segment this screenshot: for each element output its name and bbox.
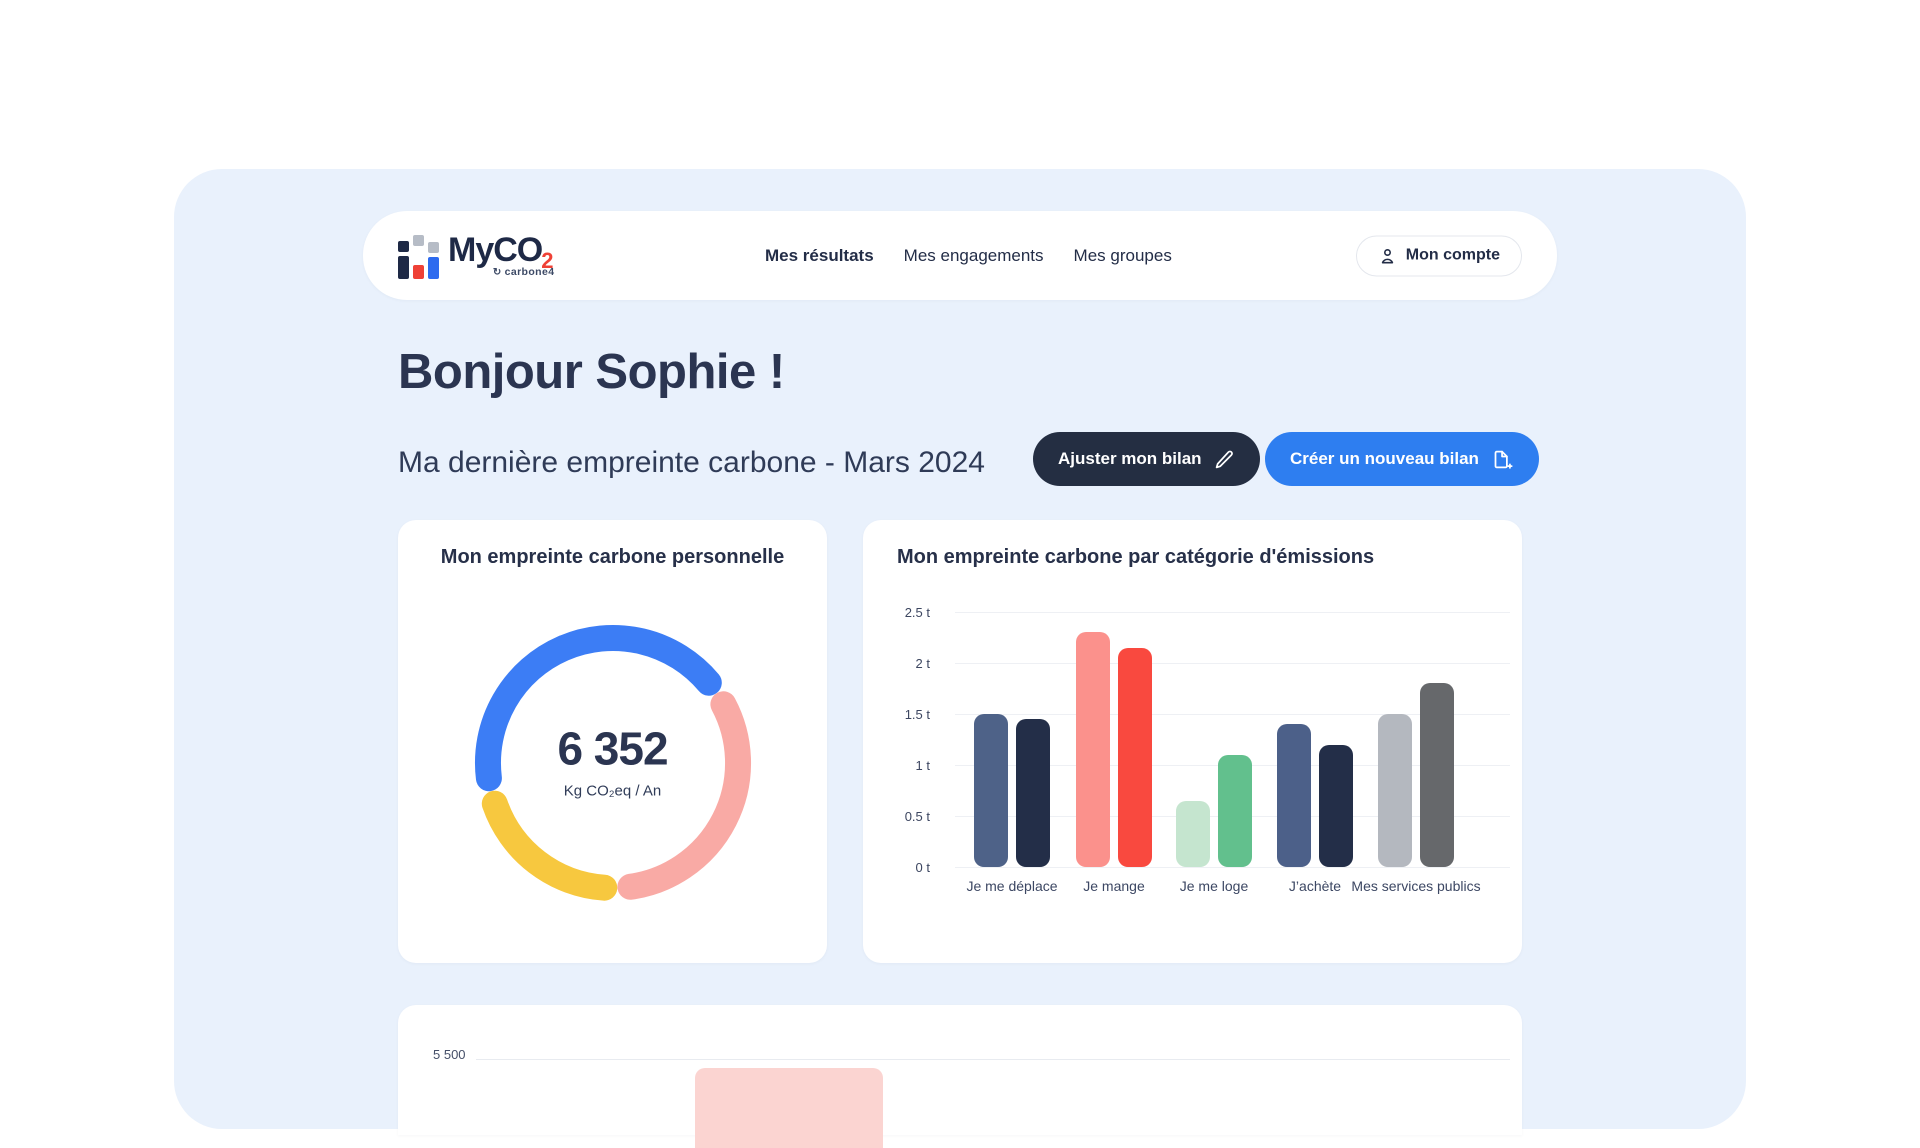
donut-segment-pink[interactable] xyxy=(616,691,751,900)
myco2-logo-icon xyxy=(398,233,440,279)
chart-bar[interactable] xyxy=(1118,648,1152,867)
gridline xyxy=(955,611,1510,613)
donut-chart-svg xyxy=(474,624,751,901)
x-category-label: Je mange xyxy=(1083,878,1145,894)
donut-segment-yellow[interactable] xyxy=(481,790,617,901)
logo-word: MyCO xyxy=(448,231,543,270)
bar-chart-y-axis: 0 t 0.5 t 1 t 1.5 t 2 t 2.5 t xyxy=(863,605,941,875)
category-emissions-card: Mon empreinte carbone par catégorie d'ém… xyxy=(863,520,1522,963)
footprint-value: 6 352 xyxy=(557,722,668,775)
footprint-unit: Kg CO₂eq / An xyxy=(563,782,662,800)
carbone4-tagline: ↻ carbone4 xyxy=(492,266,555,279)
x-category-label: Je me déplace xyxy=(966,878,1058,894)
personal-footprint-title: Mon empreinte carbone personnelle xyxy=(440,546,785,568)
bar-chart-plot: Je me déplace Je mange Je me loge J’achète M… xyxy=(955,611,1510,894)
y-tick-label: 0 t xyxy=(915,860,930,875)
page-subtitle: Ma dernière empreinte carbone - Mars 202… xyxy=(398,446,985,479)
create-report-button[interactable]: Créer un nouveau bilan xyxy=(1265,432,1539,486)
file-plus-icon xyxy=(1491,449,1514,470)
y-tick-label: 2.5 t xyxy=(904,605,930,620)
nav-item-mes-engagements[interactable]: Mes engagements xyxy=(903,245,1044,265)
y-tick-label: 5 500 xyxy=(433,1047,466,1062)
carbone4-icon: ↻ xyxy=(492,266,502,278)
y-tick-label: 1 t xyxy=(915,758,930,773)
page-title: Bonjour Sophie ! xyxy=(398,345,785,399)
adjust-report-label: Ajuster mon bilan xyxy=(1058,449,1202,468)
chart-bar[interactable] xyxy=(1016,719,1050,867)
chart-bar[interactable] xyxy=(1218,755,1252,867)
gridline xyxy=(955,866,1510,868)
donut-center: 6 352 Kg CO₂eq / An xyxy=(468,722,758,800)
chart-bar[interactable] xyxy=(1420,683,1454,867)
donut-chart: 6 352 Kg CO₂eq / An xyxy=(468,618,758,908)
chart-bar[interactable] xyxy=(1076,632,1110,867)
create-report-label: Créer un nouveau bilan xyxy=(1290,449,1479,468)
logo-subscript: 2 xyxy=(541,248,554,274)
y-tick-label: 0.5 t xyxy=(904,809,930,824)
account-button-label: Mon compte xyxy=(1405,246,1500,264)
x-category-label: Mes services publics xyxy=(1351,878,1481,894)
user-icon xyxy=(1378,246,1397,265)
category-emissions-title: Mon empreinte carbone par catégorie d'ém… xyxy=(897,546,1375,568)
myco2-logo[interactable]: MyCO2 ↻ carbone4 xyxy=(398,233,554,279)
y-tick-label: 1.5 t xyxy=(904,707,930,722)
chart-bar[interactable] xyxy=(1319,745,1353,867)
chart-bar[interactable] xyxy=(1176,801,1210,867)
history-chart-card: 5 500 xyxy=(398,1005,1522,1148)
chart-bar[interactable] xyxy=(695,1068,883,1148)
account-button[interactable]: Mon compte xyxy=(1355,235,1522,276)
chart-bar[interactable] xyxy=(1277,724,1311,867)
personal-footprint-card: Mon empreinte carbone personnelle 6 352 … xyxy=(398,520,827,963)
pencil-icon xyxy=(1214,449,1235,470)
logo-wordmark: MyCO2 xyxy=(448,231,554,272)
donut-segment-blue[interactable] xyxy=(474,624,722,792)
top-navbar: MyCO2 ↻ carbone4 Mes résultats Mes engag… xyxy=(363,211,1557,300)
chart-bar[interactable] xyxy=(974,714,1008,867)
x-category-label: J’achète xyxy=(1288,878,1342,894)
chart-bar[interactable] xyxy=(1378,714,1412,867)
adjust-report-button[interactable]: Ajuster mon bilan xyxy=(1033,432,1260,486)
nav-item-mes-groupes[interactable]: Mes groupes xyxy=(1073,245,1172,265)
x-category-label: Je me loge xyxy=(1179,878,1249,894)
main-nav: Mes résultats Mes engagements Mes groupe… xyxy=(765,211,1172,300)
gridline xyxy=(476,1059,1510,1060)
y-tick-label: 2 t xyxy=(915,656,930,671)
nav-item-mes-resultats[interactable]: Mes résultats xyxy=(765,245,874,265)
gridline xyxy=(955,713,1510,715)
gridline xyxy=(955,662,1510,664)
